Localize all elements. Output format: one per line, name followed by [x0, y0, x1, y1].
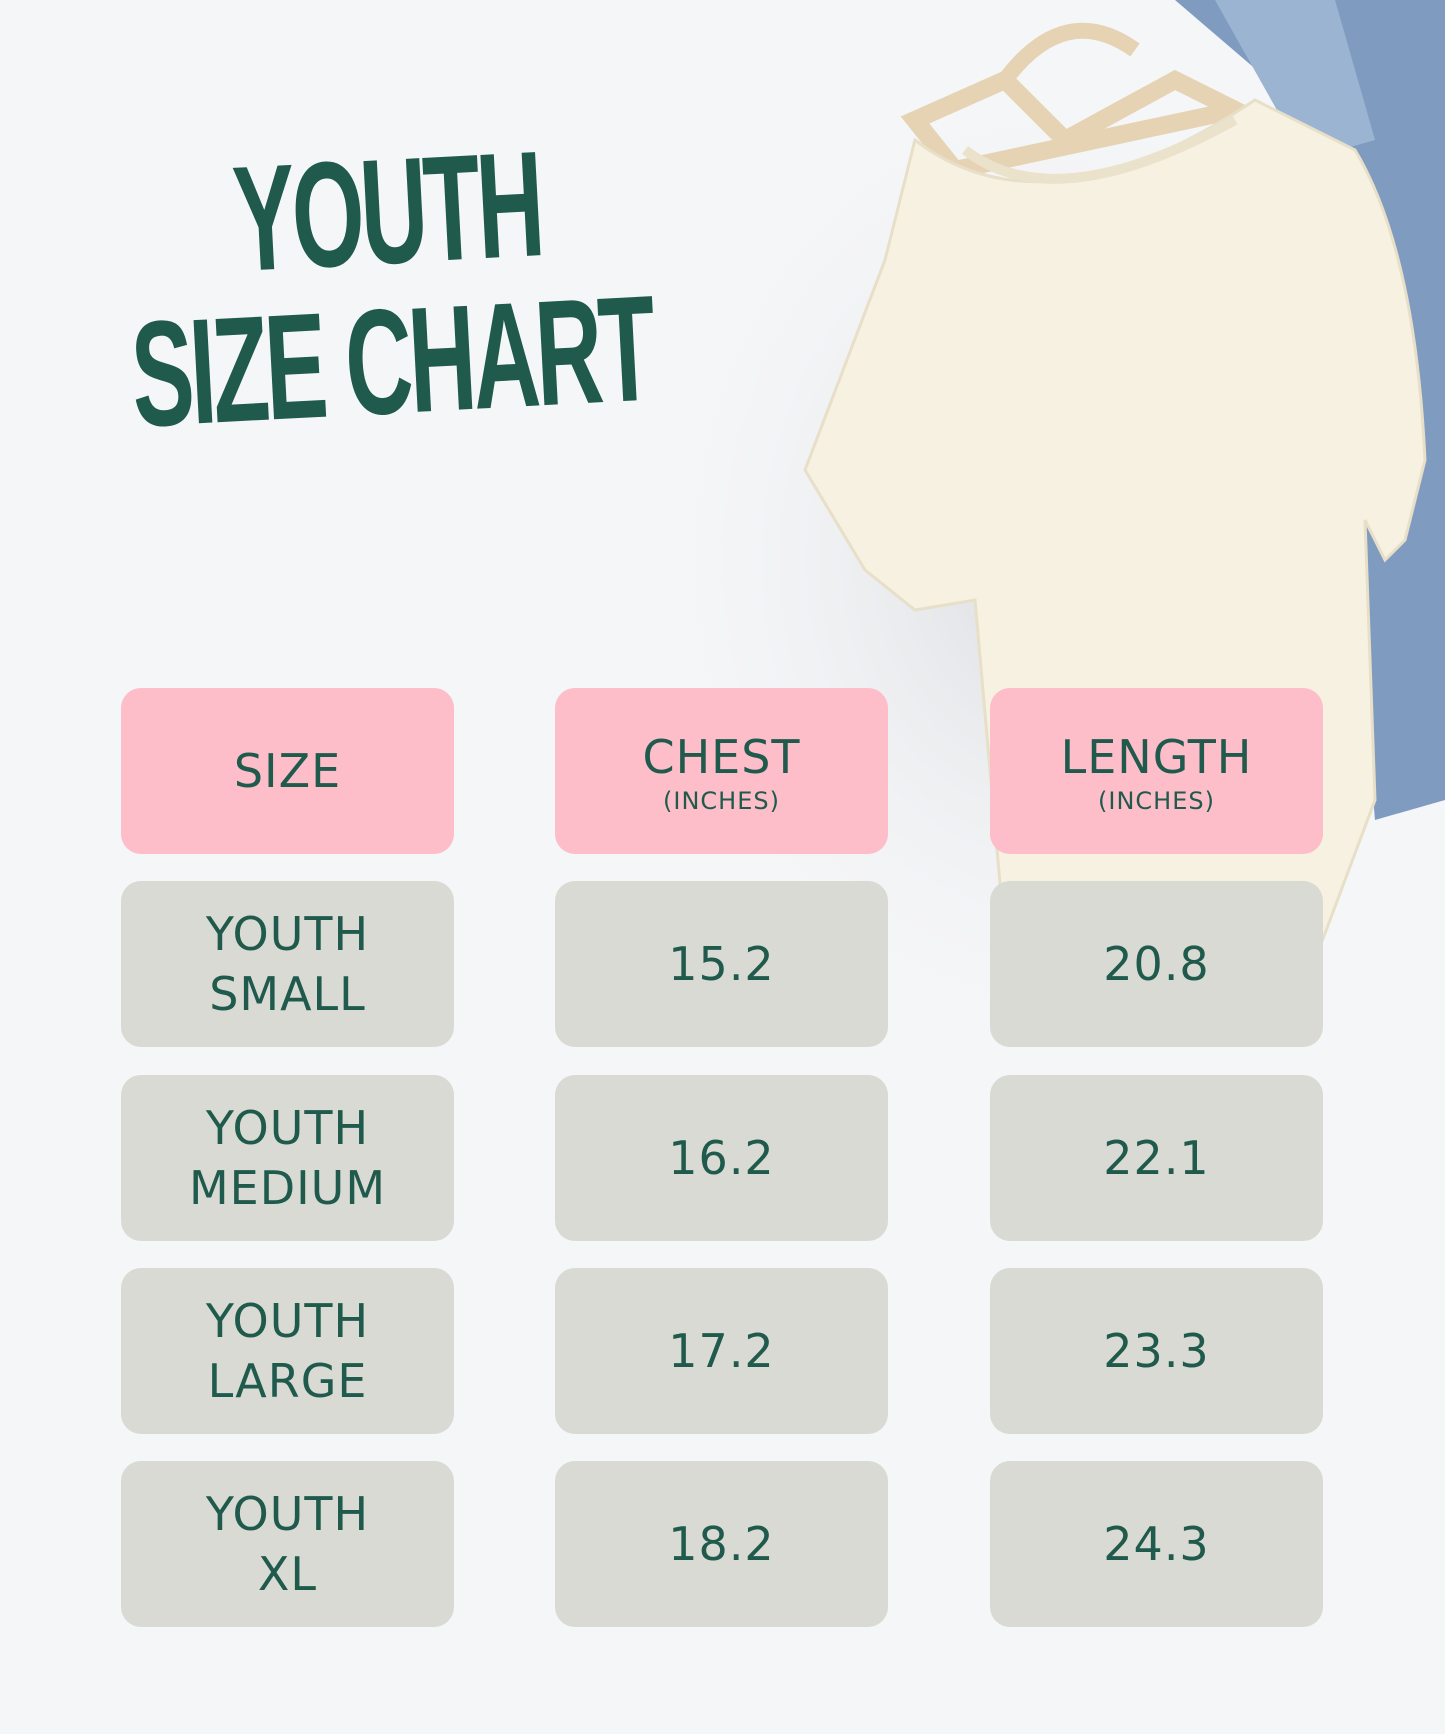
- size-line-1: YOUTH: [205, 1487, 370, 1541]
- header-size: SIZE: [121, 688, 454, 854]
- size-line-1: YOUTH: [205, 1101, 370, 1155]
- size-cell: YOUTH MEDIUM: [121, 1075, 454, 1241]
- header-unit: (INCHES): [663, 787, 780, 815]
- size-line-2: MEDIUM: [188, 1161, 387, 1215]
- header-label: LENGTH: [1060, 730, 1253, 784]
- size-line-1: YOUTH: [205, 1294, 370, 1348]
- title-line-2: SIZE CHART: [127, 263, 657, 459]
- length-cell: 24.3: [990, 1461, 1323, 1627]
- length-cell: 23.3: [990, 1268, 1323, 1434]
- chest-cell: 18.2: [555, 1461, 888, 1627]
- size-line-2: LARGE: [207, 1354, 368, 1408]
- chest-cell: 16.2: [555, 1075, 888, 1241]
- length-cell: 20.8: [990, 881, 1323, 1047]
- chest-cell: 15.2: [555, 881, 888, 1047]
- title-line-1: YOUTH: [229, 119, 545, 304]
- page-title: YOUTH SIZE CHART: [120, 119, 656, 458]
- header-label: CHEST: [642, 730, 801, 784]
- size-cell: YOUTH LARGE: [121, 1268, 454, 1434]
- length-cell: 22.1: [990, 1075, 1323, 1241]
- header-chest: CHEST (INCHES): [555, 688, 888, 854]
- size-cell: YOUTH XL: [121, 1461, 454, 1627]
- size-line-2: XL: [257, 1547, 318, 1601]
- header-label: SIZE: [233, 744, 342, 798]
- chest-cell: 17.2: [555, 1268, 888, 1434]
- size-line-2: SMALL: [209, 967, 366, 1021]
- header-unit: (INCHES): [1098, 787, 1215, 815]
- header-length: LENGTH (INCHES): [990, 688, 1323, 854]
- size-cell: YOUTH SMALL: [121, 881, 454, 1047]
- size-line-1: YOUTH: [205, 907, 370, 961]
